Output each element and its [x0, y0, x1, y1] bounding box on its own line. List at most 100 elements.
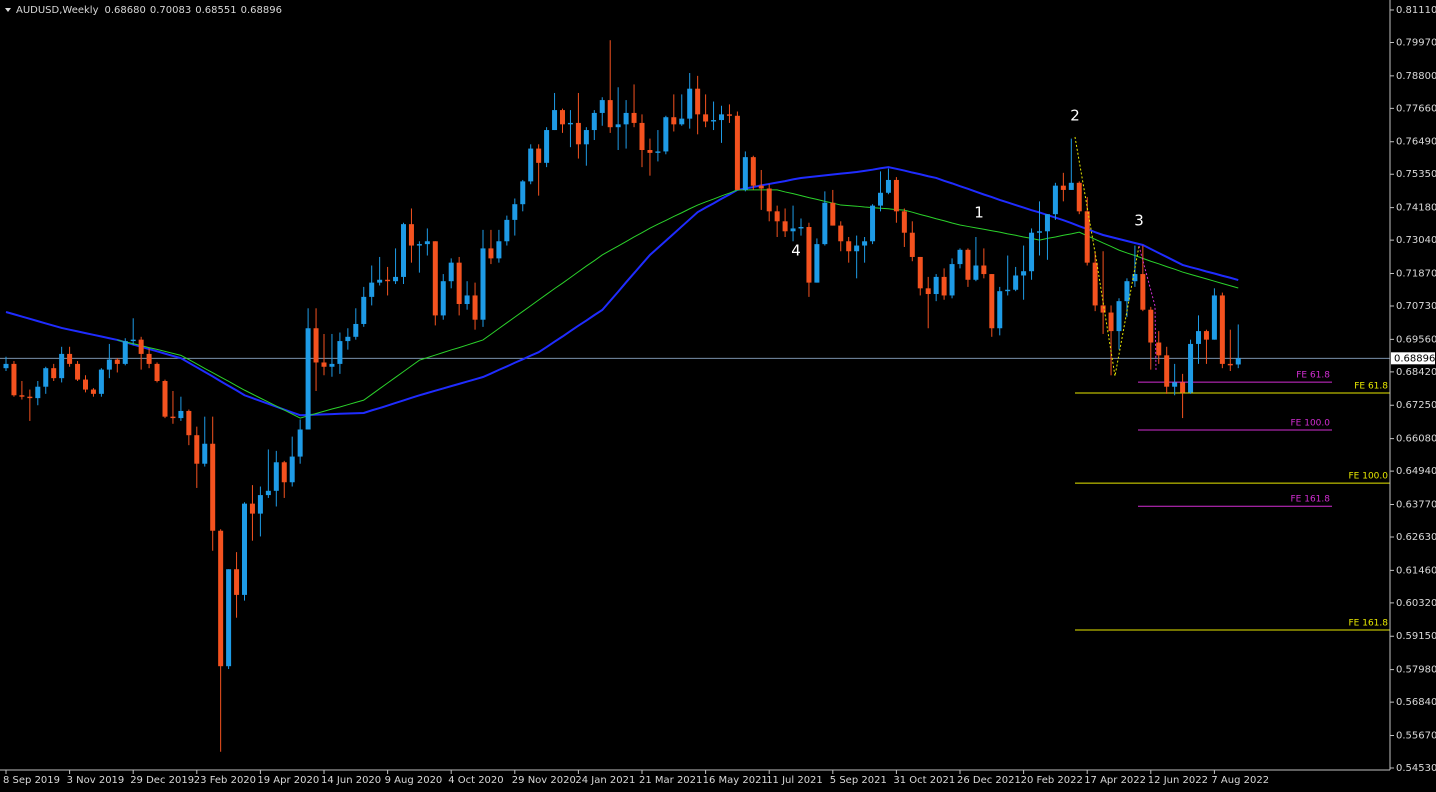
candle-body: [130, 339, 136, 342]
x-tick-label: 23 Feb 2020: [194, 775, 256, 786]
candle-body: [560, 110, 565, 125]
y-tick-label: 0.77660: [1396, 103, 1436, 114]
y-tick-label: 0.76490: [1396, 137, 1436, 148]
readout: 0.68896: [241, 5, 282, 16]
candle-body: [726, 114, 732, 116]
candle-body: [488, 248, 494, 259]
candle-body: [114, 359, 120, 364]
candle-body: [909, 232, 915, 257]
wave-label: 2: [1070, 107, 1080, 125]
candle-body: [242, 503, 247, 595]
candle-body: [3, 363, 9, 369]
candle-body: [854, 245, 860, 252]
candle-body: [774, 211, 780, 222]
candle-body: [862, 241, 868, 246]
candle-body: [758, 185, 764, 189]
candle-body: [591, 112, 597, 131]
candle-body: [297, 429, 303, 457]
y-tick-label: 0.74180: [1396, 203, 1436, 214]
fib-label: FE 100.0: [1349, 472, 1389, 482]
candle-body: [1235, 358, 1241, 365]
candle-body: [1108, 312, 1114, 332]
candle-body: [19, 395, 25, 397]
candle-body: [623, 112, 629, 125]
x-tick-label: 4 Oct 2020: [448, 775, 503, 786]
candle-body: [83, 379, 88, 390]
candle-body: [1211, 295, 1217, 340]
candle-body: [480, 248, 486, 320]
candle-body: [385, 279, 391, 282]
candle-body: [234, 569, 240, 595]
candle-body: [607, 100, 613, 128]
candle-body: [1156, 342, 1162, 356]
x-tick-label: 24 Jan 2021: [575, 775, 635, 786]
candle-body: [226, 569, 232, 667]
candle-body: [440, 281, 446, 316]
candle-body: [1068, 182, 1074, 190]
candle-body: [59, 353, 65, 379]
candle-body: [1100, 305, 1106, 313]
candle-body: [353, 323, 359, 337]
moving-average: [5, 166, 1239, 417]
candle-body: [1060, 185, 1066, 190]
moving-average: [117, 189, 1239, 419]
candle-body: [997, 291, 1003, 329]
candle-body: [218, 530, 224, 667]
candle-body: [639, 122, 645, 151]
candle-body: [1164, 355, 1170, 387]
candle-body: [361, 296, 367, 324]
x-tick-label: 14 Jun 2020: [321, 775, 381, 786]
x-tick-label: 8 Sep 2019: [3, 775, 60, 786]
menu-arrow[interactable]: [5, 8, 11, 12]
candle-body: [249, 503, 255, 514]
candle-body: [122, 341, 128, 364]
x-tick-label: 3 Nov 2019: [67, 775, 125, 786]
candle-body: [194, 435, 200, 464]
candle-body: [766, 188, 772, 212]
candle-body: [170, 416, 176, 419]
candle-body: [1180, 382, 1186, 393]
candle-body: [369, 282, 375, 297]
candle-body: [711, 120, 717, 122]
candle-body: [671, 117, 677, 125]
candle-body: [663, 117, 669, 152]
candle-body: [1076, 182, 1082, 212]
candle-body: [464, 295, 470, 305]
candle-body: [1116, 301, 1122, 332]
candle-body: [146, 353, 152, 364]
candle-body: [647, 150, 653, 153]
candle-body: [305, 328, 311, 430]
y-tick-label: 0.71870: [1396, 268, 1436, 279]
candle-body: [1188, 343, 1194, 393]
candle-body: [178, 410, 184, 419]
candle-body: [1044, 214, 1050, 232]
y-tick-label: 0.69560: [1396, 334, 1436, 345]
candle-body: [949, 264, 955, 296]
candle-body: [925, 288, 931, 295]
candle-body: [432, 241, 438, 316]
fib-label: FE 161.8: [1291, 495, 1331, 505]
candle-body: [798, 227, 804, 229]
y-tick-label: 0.75350: [1396, 169, 1436, 180]
x-tick-label: 26 Dec 2021: [957, 775, 1021, 786]
y-tick-label: 0.61460: [1396, 565, 1436, 576]
candle-body: [1092, 262, 1098, 306]
candle-body: [575, 122, 581, 145]
candle-body: [1052, 185, 1058, 215]
y-tick-label: 0.79970: [1396, 37, 1436, 48]
candle-body: [329, 363, 335, 367]
candle-body: [408, 224, 414, 246]
candle-body: [1227, 363, 1233, 366]
candle-body: [90, 389, 96, 394]
y-tick-label: 0.70730: [1396, 301, 1436, 312]
candle-body: [830, 202, 836, 226]
candle-body: [878, 192, 883, 206]
candle-body: [265, 490, 271, 496]
x-tick-label: 9 Aug 2020: [385, 775, 443, 786]
candle-body: [512, 204, 518, 220]
candle-body: [273, 462, 279, 491]
candle-body: [393, 276, 399, 282]
candle-body: [790, 228, 796, 232]
last-price-tag: [1391, 352, 1435, 365]
